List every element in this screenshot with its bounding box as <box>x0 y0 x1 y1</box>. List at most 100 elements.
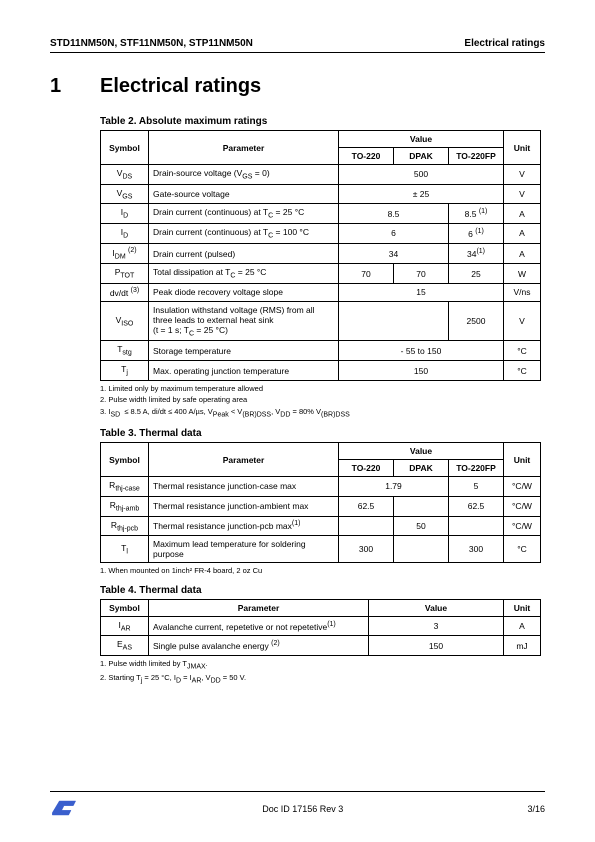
note: 1. Limited only by maximum temperature a… <box>100 384 545 395</box>
cell: Total dissipation at TC = 25 °C <box>149 264 339 284</box>
cell: A <box>504 243 541 264</box>
cell: Avalanche current, repetetive or not rep… <box>149 616 369 636</box>
table-row: Rthj-pcb Thermal resistance junction-pcb… <box>101 516 541 536</box>
cell: A <box>504 204 541 224</box>
cell: Drain current (continuous) at TC = 100 °… <box>149 224 339 244</box>
table-row: VISO Insulation withstand voltage (RMS) … <box>101 301 541 341</box>
th-to220: TO-220 <box>339 148 394 165</box>
cell: Rthj-amb <box>101 496 149 516</box>
table-row: dv/dt (3) Peak diode recovery voltage sl… <box>101 283 541 301</box>
cell: Rthj-case <box>101 477 149 497</box>
cell: 300 <box>339 536 394 563</box>
cell: 3 <box>369 616 504 636</box>
footer: Doc ID 17156 Rev 3 3/16 <box>50 791 545 820</box>
th-symbol: Symbol <box>101 131 149 165</box>
th-to220fp: TO-220FP <box>449 460 504 477</box>
table-row: IAR Avalanche current, repetetive or not… <box>101 616 541 636</box>
th-parameter: Parameter <box>149 443 339 477</box>
cell: V <box>504 301 541 341</box>
th-symbol: Symbol <box>101 599 149 616</box>
cell: 15 <box>339 283 504 301</box>
cell: 62.5 <box>339 496 394 516</box>
table4-notes: 1. Pulse width limited by TJMAX. 2. Star… <box>100 659 545 687</box>
cell: 34(1) <box>449 243 504 264</box>
st-logo-icon <box>50 798 78 820</box>
cell: Tj <box>101 361 149 381</box>
cell: 150 <box>339 361 504 381</box>
table-row: VDS Drain-source voltage (VGS = 0) 500 V <box>101 165 541 185</box>
table2-caption: Table 2. Absolute maximum ratings <box>100 116 545 127</box>
cell: Thermal resistance junction-pcb max(1) <box>149 516 339 536</box>
section-heading: 1 Electrical ratings <box>50 75 545 98</box>
cell: V <box>504 184 541 204</box>
cell: VDS <box>101 165 149 185</box>
cell: VGS <box>101 184 149 204</box>
cell: mJ <box>504 636 541 656</box>
note: 3. ISD ≤ 8.5 A, di/dt ≤ 400 A/µs, VPeak … <box>100 407 545 420</box>
cell: ± 25 <box>339 184 504 204</box>
note: 2. Starting Tj = 25 °C, ID = IAR, VDD = … <box>100 673 545 686</box>
cell: 25 <box>449 264 504 284</box>
cell: 70 <box>394 264 449 284</box>
cell: Tl <box>101 536 149 563</box>
cell: Single pulse avalanche energy (2) <box>149 636 369 656</box>
cell: 50 <box>394 516 449 536</box>
table-row: ID Drain current (continuous) at TC = 25… <box>101 204 541 224</box>
cell: A <box>504 224 541 244</box>
table4: Symbol Parameter Value Unit IAR Avalanch… <box>100 599 541 656</box>
table-row: EAS Single pulse avalanche energy (2) 15… <box>101 636 541 656</box>
cell: 2500 <box>449 301 504 341</box>
cell: W <box>504 264 541 284</box>
footer-docid: Doc ID 17156 Rev 3 <box>262 804 343 814</box>
cell: ID <box>101 204 149 224</box>
cell: 8.5 (1) <box>449 204 504 224</box>
cell: Tstg <box>101 341 149 361</box>
header-left: STD11NM50N, STF11NM50N, STP11NM50N <box>50 38 253 49</box>
header-right: Electrical ratings <box>464 38 545 49</box>
cell: A <box>504 616 541 636</box>
cell: °C <box>504 361 541 381</box>
cell: Storage temperature <box>149 341 339 361</box>
cell: 34 <box>339 243 449 264</box>
section-title: Electrical ratings <box>100 75 261 98</box>
cell: Insulation withstand voltage (RMS) from … <box>149 301 339 341</box>
cell: EAS <box>101 636 149 656</box>
table2: Symbol Parameter Value Unit TO-220 DPAK … <box>100 130 541 381</box>
cell: VISO <box>101 301 149 341</box>
section-number: 1 <box>50 75 100 98</box>
cell: Drain current (continuous) at TC = 25 °C <box>149 204 339 224</box>
cell: 500 <box>339 165 504 185</box>
page: STD11NM50N, STF11NM50N, STP11NM50N Elect… <box>0 0 595 842</box>
table-row: Tstg Storage temperature - 55 to 150 °C <box>101 341 541 361</box>
th-unit: Unit <box>504 599 541 616</box>
table-row: Rthj-case Thermal resistance junction-ca… <box>101 477 541 497</box>
note: 1. Pulse width limited by TJMAX. <box>100 659 545 672</box>
th-unit: Unit <box>504 443 541 477</box>
cell: 70 <box>339 264 394 284</box>
th-parameter: Parameter <box>149 131 339 165</box>
cell: Peak diode recovery voltage slope <box>149 283 339 301</box>
th-parameter: Parameter <box>149 599 369 616</box>
table2-notes: 1. Limited only by maximum temperature a… <box>100 384 545 420</box>
cell: 8.5 <box>339 204 449 224</box>
note: 1. When mounted on 1inch² FR-4 board, 2 … <box>100 566 545 577</box>
table3-notes: 1. When mounted on 1inch² FR-4 board, 2 … <box>100 566 545 577</box>
cell: °C <box>504 536 541 563</box>
cell: 5 <box>449 477 504 497</box>
table-row: Tj Max. operating junction temperature 1… <box>101 361 541 381</box>
th-to220: TO-220 <box>339 460 394 477</box>
cell: ID <box>101 224 149 244</box>
table-row: VGS Gate-source voltage ± 25 V <box>101 184 541 204</box>
th-symbol: Symbol <box>101 443 149 477</box>
th-unit: Unit <box>504 131 541 165</box>
table-row: PTOT Total dissipation at TC = 25 °C 70 … <box>101 264 541 284</box>
cell: °C/W <box>504 516 541 536</box>
cell: V/ns <box>504 283 541 301</box>
header-bar: STD11NM50N, STF11NM50N, STP11NM50N Elect… <box>50 38 545 53</box>
table-row: IDM (2) Drain current (pulsed) 34 34(1) … <box>101 243 541 264</box>
table-row: Tl Maximum lead temperature for solderin… <box>101 536 541 563</box>
cell: °C/W <box>504 477 541 497</box>
cell <box>394 536 449 563</box>
cell: - 55 to 150 <box>339 341 504 361</box>
footer-page: 3/16 <box>527 804 545 814</box>
